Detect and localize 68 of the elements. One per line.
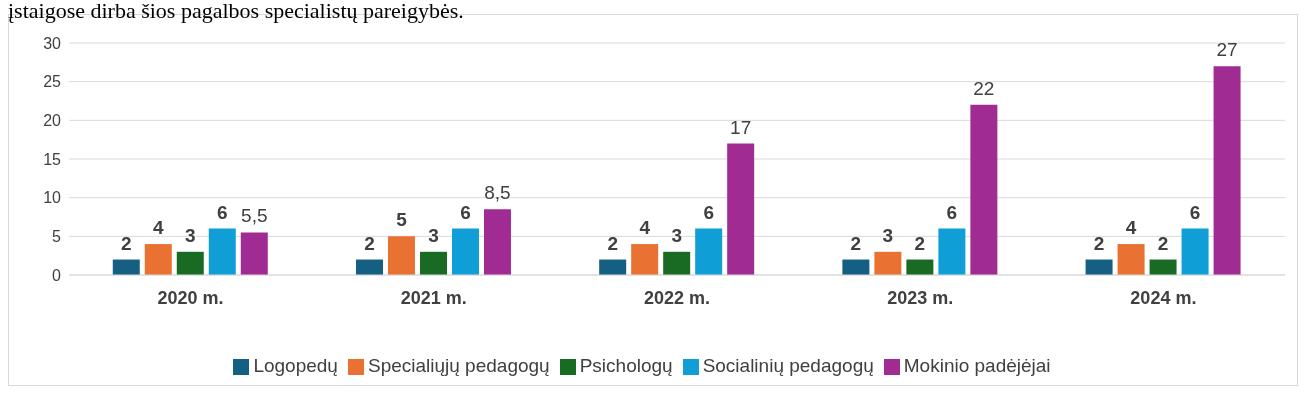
x-tick-label: 2024 m. [1130, 287, 1197, 308]
bar [112, 259, 140, 275]
bar [451, 228, 479, 275]
y-tick-label: 25 [43, 73, 62, 91]
bar [1181, 228, 1209, 275]
chart-title: įstaigose dirba šios pagalbos specialistų pareigybės. [8, 0, 465, 23]
data-label: 3 [184, 224, 196, 246]
data-label: 2 [914, 232, 926, 254]
bar [938, 228, 966, 275]
bar [727, 143, 755, 275]
data-label: 6 [946, 201, 958, 223]
data-label: 22 [973, 77, 995, 99]
y-tick-label: 5 [52, 228, 62, 246]
bar [1117, 244, 1145, 275]
x-tick-label: 2022 m. [643, 287, 711, 308]
y-tick-label: 20 [43, 112, 62, 130]
data-label: 27 [1216, 39, 1238, 61]
data-label: 2 [1157, 232, 1169, 254]
y-tick-label: 15 [43, 150, 62, 168]
bar [240, 232, 268, 275]
bar [874, 251, 902, 275]
bar [208, 228, 236, 275]
y-tick-label: 30 [43, 34, 62, 52]
data-label: 5 [396, 209, 408, 231]
data-label: 3 [671, 224, 682, 246]
x-tick-label: 2023 m. [887, 287, 954, 308]
bar [695, 228, 723, 275]
data-label: 4 [639, 217, 651, 239]
bar [483, 209, 511, 275]
bar [387, 236, 415, 275]
y-tick-label: 10 [43, 189, 62, 207]
data-label: 6 [1189, 201, 1201, 223]
bar [842, 259, 870, 275]
data-label: 6 [216, 201, 228, 223]
legend-label: Socialinių pedagogų [702, 355, 874, 376]
data-label: 2 [1093, 232, 1105, 254]
bar [970, 104, 998, 275]
legend-label: Psichologų [579, 355, 673, 376]
data-label: 2 [364, 232, 375, 254]
data-label: 4 [1125, 217, 1137, 239]
y-tick-label: 0 [52, 266, 62, 284]
bar [1085, 259, 1113, 275]
data-label: 2 [850, 232, 862, 254]
bar [1213, 66, 1241, 275]
legend-label: Mokinio padėjėjai [903, 355, 1051, 376]
data-label: 2 [120, 232, 132, 254]
bar [419, 251, 447, 275]
data-label: 6 [703, 201, 714, 223]
bar [176, 251, 204, 275]
data-label: 4 [152, 217, 164, 239]
data-label: 5,5 [241, 205, 268, 227]
data-label: 3 [882, 224, 894, 246]
bar [631, 244, 659, 275]
data-label: 8,5 [484, 182, 511, 204]
x-tick-label: 2021 m. [400, 287, 467, 308]
bar [599, 259, 627, 275]
data-label: 3 [428, 224, 439, 246]
data-label: 17 [730, 116, 752, 138]
legend-label: Specialiųjų pedagogų [367, 355, 550, 376]
legend-label: Logopedų [253, 355, 338, 376]
bar [906, 259, 934, 275]
data-label: 2 [607, 232, 618, 254]
x-tick-label: 2020 m. [157, 287, 224, 308]
bar [355, 259, 383, 275]
bar [663, 251, 691, 275]
bar [1149, 259, 1177, 275]
bar [144, 244, 172, 275]
data-label: 6 [460, 201, 471, 223]
